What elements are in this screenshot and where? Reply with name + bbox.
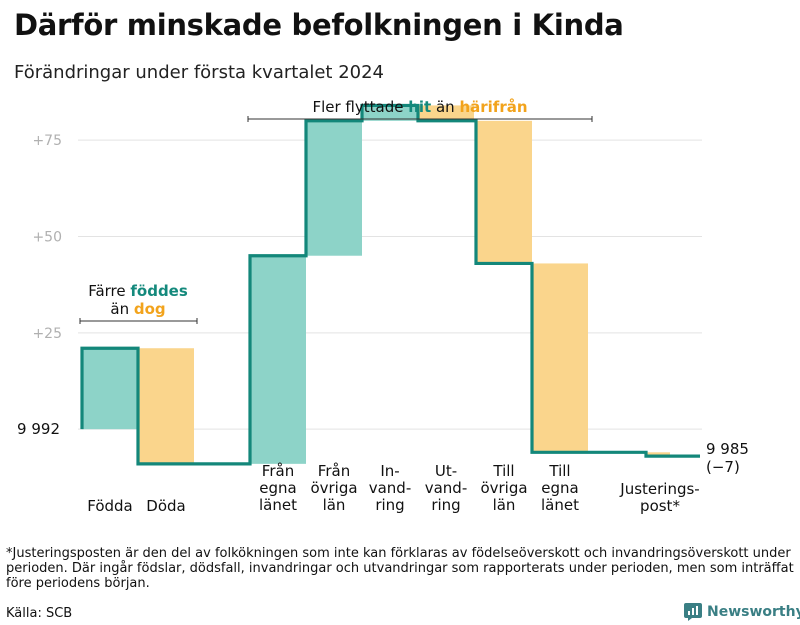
category-label: ring [375, 496, 404, 514]
chart-title: Därför minskade befolkningen i Kinda [14, 8, 624, 42]
end-value-label: 9 985 [706, 440, 749, 458]
waterfall-bar [138, 348, 194, 464]
cumulative-line [80, 103, 700, 466]
baseline-label: 9 992 [17, 420, 60, 438]
annotation-highlight-born: föddes [130, 282, 187, 300]
waterfall-bar [250, 255, 306, 464]
category-label: Justerings- [619, 480, 699, 498]
annotation-text-part: Färre [88, 282, 130, 300]
category-label: övriga [480, 479, 527, 497]
waterfall-chart: 9 992+25+50+75 9 985(−7)Födda DödaFrånegn… [17, 98, 749, 515]
chart-subtitle: Förändringar under första kvartalet 2024 [14, 62, 385, 83]
annotation-text-part: Fler flyttade [312, 98, 408, 116]
waterfall-bar [476, 120, 532, 264]
category-label: län [323, 496, 346, 514]
line-layer [80, 103, 700, 466]
brand-logo[interactable]: Newsworthy [684, 603, 800, 621]
end-change-label: (−7) [706, 458, 740, 476]
label-layer: 9 985(−7)Födda DödaFrånegnalänetFrånövrig… [87, 440, 749, 515]
brand-name: Newsworthy [707, 604, 800, 620]
category-label: Födda [87, 497, 133, 515]
category-label: vand- [425, 479, 468, 497]
waterfall-bar [306, 120, 362, 256]
newsworthy-icon [684, 603, 702, 621]
annotation-highlight-hit: hit [408, 98, 431, 116]
y-tick-label: +25 [32, 326, 62, 342]
annotation-highlight-away: härifrån [459, 98, 527, 116]
category-label: vand- [369, 479, 412, 497]
category-label: länet [259, 496, 297, 514]
annotation-text: Färre föddes [88, 282, 188, 300]
category-label: egna [259, 479, 296, 497]
category-label: länet [541, 496, 579, 514]
category-label: Från [318, 462, 350, 480]
category-label: ring [431, 496, 460, 514]
category-label: övriga [310, 479, 357, 497]
annotation-text-part: än [110, 300, 133, 318]
annotation: Fler flyttade hit än härifrån [247, 98, 593, 122]
category-label: egna [541, 479, 578, 497]
annotation-text-part: än [431, 98, 459, 116]
bar-layer [82, 105, 670, 464]
category-label: Från [262, 462, 294, 480]
y-tick-label: +75 [32, 133, 62, 149]
annotation-text: Fler flyttade hit än härifrån [312, 98, 527, 116]
category-label: Till [492, 462, 514, 480]
category-label: län [493, 496, 516, 514]
waterfall-bar [532, 263, 588, 453]
annotation-highlight-died: dog [134, 300, 166, 318]
category-label: post* [640, 497, 680, 515]
y-tick-label: +50 [32, 229, 62, 245]
waterfall-bar [362, 105, 418, 121]
footnote: *Justeringsposten är den del av folkökni… [6, 546, 794, 591]
source-label: Källa: SCB [6, 606, 73, 621]
waterfall-bar [418, 105, 474, 121]
grid-layer: 9 992 +25 +50 +75 [17, 133, 702, 438]
waterfall-bar [82, 348, 138, 430]
category-label: Döda [146, 497, 185, 515]
category-label: Ut- [435, 462, 457, 480]
category-label: Till [548, 462, 570, 480]
category-label: In- [380, 462, 399, 480]
waterfall-bar [646, 452, 670, 457]
annotation-text: än dog [110, 300, 165, 318]
